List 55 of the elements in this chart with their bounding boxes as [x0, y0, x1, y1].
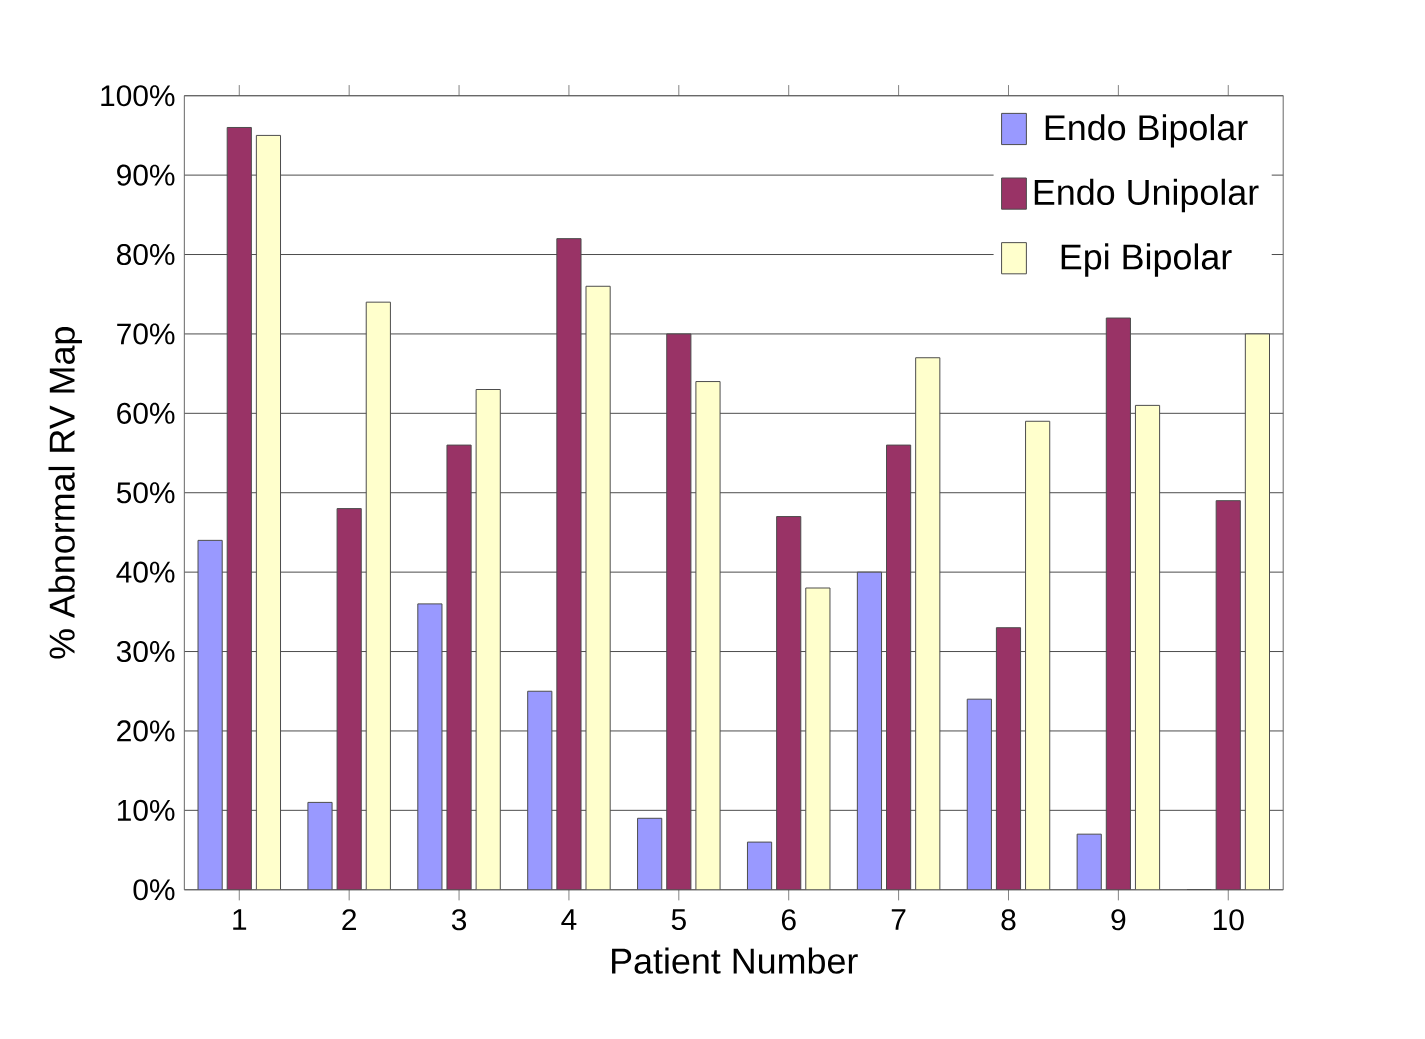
bar — [197, 540, 223, 890]
bar — [856, 571, 883, 890]
bar — [666, 333, 692, 890]
x-tick-label: 1 — [233, 909, 247, 930]
bar — [915, 357, 941, 890]
bar — [886, 444, 912, 890]
bar — [695, 381, 721, 890]
bar — [995, 627, 1022, 890]
x-tick-label: 6 — [781, 909, 796, 931]
bar — [446, 444, 472, 890]
bar — [1134, 405, 1161, 890]
y-tick-label: 10% — [117, 799, 175, 822]
bar — [417, 603, 443, 890]
bar — [776, 516, 802, 890]
bar — [746, 841, 773, 890]
bar — [475, 389, 501, 890]
x-tick-label: 10 — [1213, 909, 1244, 931]
bar — [1215, 500, 1241, 890]
bar — [365, 301, 391, 890]
bar — [1244, 333, 1270, 890]
bar — [255, 135, 282, 890]
x-tick-label: 5 — [671, 909, 686, 931]
bar — [307, 802, 333, 890]
bar — [966, 698, 992, 890]
y-tick-label: 0% — [133, 879, 175, 901]
bar — [1076, 833, 1102, 890]
bar — [527, 690, 553, 890]
y-tick-label: 20% — [117, 720, 175, 742]
x-tick-label: 9 — [1111, 909, 1126, 931]
y-tick-label: 50% — [116, 482, 175, 504]
x-tick-label: 8 — [1001, 909, 1016, 931]
x-tick-label: 4 — [561, 909, 577, 930]
bar — [556, 238, 582, 890]
y-tick-label: 90% — [117, 164, 175, 186]
y-tick-label: 30% — [116, 641, 175, 663]
y-tick-label: 70% — [117, 323, 175, 345]
x-tick-label: 7 — [891, 909, 906, 930]
bar — [585, 285, 611, 890]
bar — [637, 817, 663, 890]
bar — [805, 587, 831, 890]
y-tick-label: 80% — [116, 244, 175, 266]
bar — [1025, 420, 1051, 890]
legend-label: Endo Bipolar — [1045, 114, 1248, 148]
y-tick-label: 40% — [116, 561, 175, 583]
bar — [1105, 317, 1131, 890]
y-tick-label: 60% — [117, 402, 175, 425]
y-axis-title: % Abnormal RV Map — [48, 327, 82, 659]
x-tick-label: 3 — [451, 909, 467, 931]
y-tick-label: 100% — [101, 85, 175, 107]
legend-label: Endo Unipolar — [1034, 178, 1259, 213]
legend-label: Epi Bipolar — [1061, 243, 1232, 278]
bar — [226, 127, 252, 890]
x-tick-label: 2 — [342, 909, 356, 931]
bar — [336, 508, 362, 890]
x-axis-title: Patient Number — [612, 947, 858, 974]
